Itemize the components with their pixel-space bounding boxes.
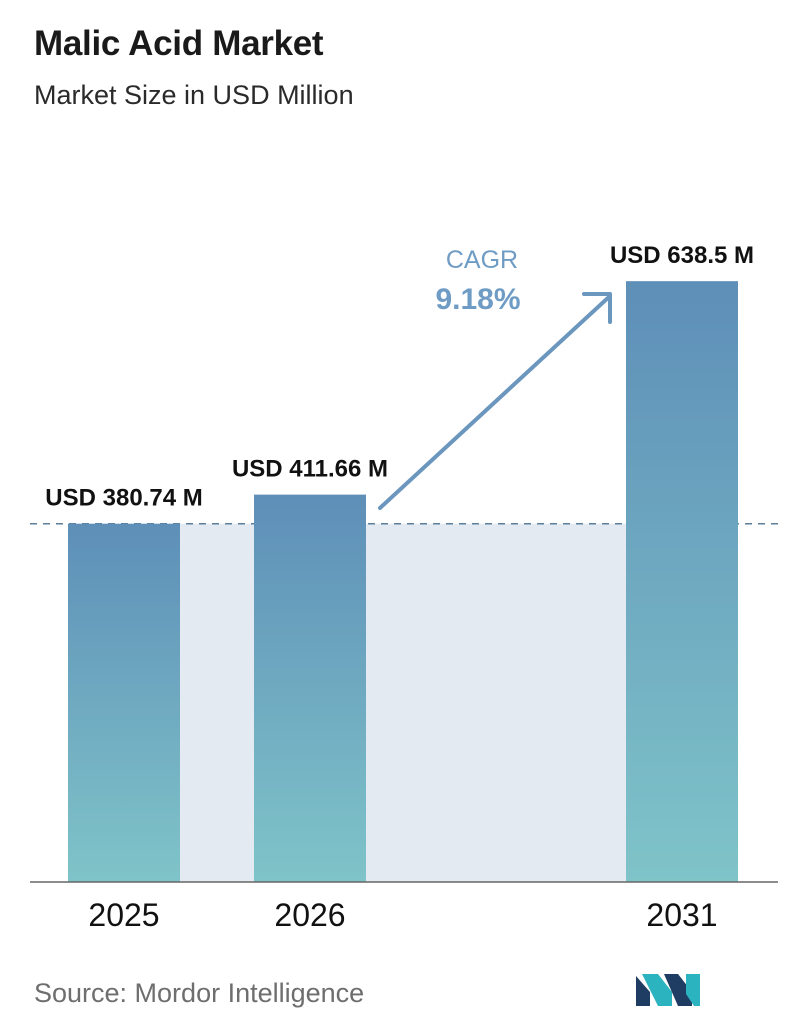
- mordor-intelligence-logo-icon: [636, 974, 700, 1006]
- data-label-2026: USD 411.66 M: [232, 456, 388, 483]
- cagr-arrow: [378, 292, 612, 510]
- cagr-value: 9.18%: [435, 283, 520, 316]
- bar-2031: [626, 281, 738, 882]
- x-tick-label-2026: 2026: [274, 897, 345, 933]
- chart-title: Malic Acid Market: [34, 24, 324, 63]
- bar-2026: [254, 494, 366, 882]
- bar-2025: [68, 523, 180, 882]
- x-tick-label-2031: 2031: [646, 897, 717, 933]
- source-note: Source: Mordor Intelligence: [34, 978, 365, 1008]
- data-label-2025: USD 380.74 M: [45, 485, 202, 512]
- chart-subtitle: Market Size in USD Million: [34, 80, 354, 110]
- data-label-2031: USD 638.5 M: [610, 242, 754, 269]
- x-tick-label-2025: 2025: [88, 897, 159, 933]
- cagr-label: CAGR: [446, 246, 518, 274]
